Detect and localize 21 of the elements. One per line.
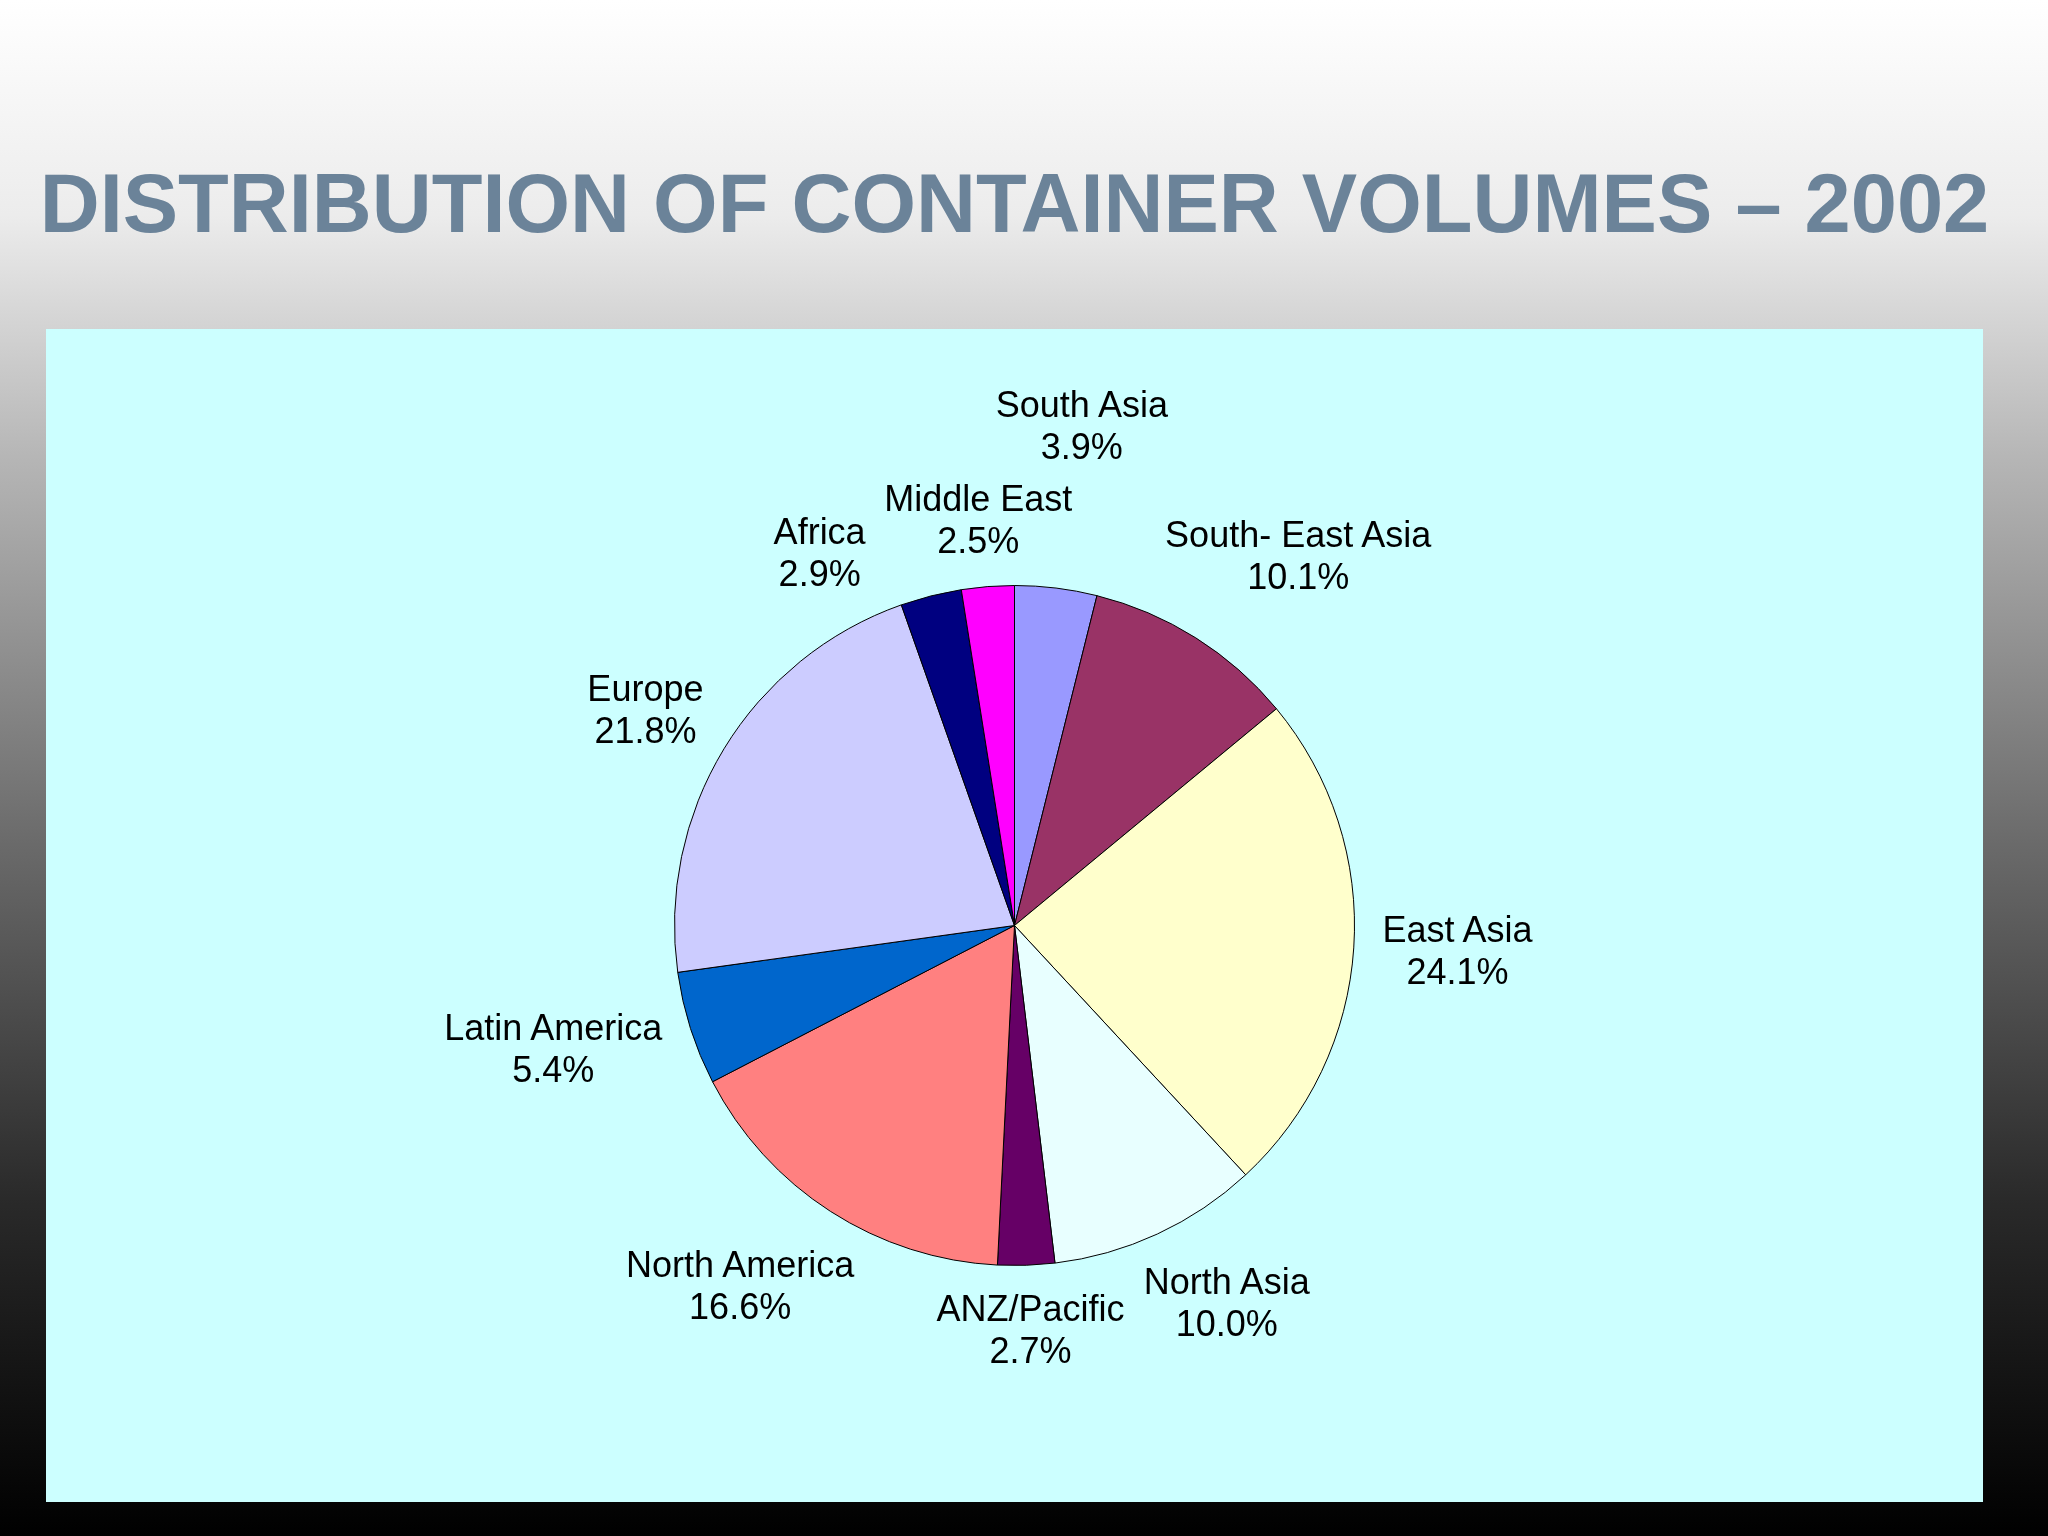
slice-label: Latin America xyxy=(444,1007,664,1049)
chart-title: DISTRIBUTION OF CONTAINER VOLUMES – 2002 xyxy=(39,156,1990,250)
data-label: 16.6% xyxy=(689,1286,792,1328)
slice-label: Africa xyxy=(773,510,867,552)
slice-label: South- East Asia xyxy=(1165,513,1433,555)
slice-label: South Asia xyxy=(995,384,1169,426)
data-label: 10.0% xyxy=(1175,1302,1278,1344)
data-label: 3.9% xyxy=(1040,426,1123,468)
slice-label: East Asia xyxy=(1382,909,1534,951)
data-label: 2.9% xyxy=(778,552,861,594)
slice-label: North America xyxy=(626,1244,856,1286)
slice-label: ANZ/Pacific xyxy=(936,1288,1125,1330)
data-label: 2.7% xyxy=(989,1330,1072,1372)
data-label: 21.8% xyxy=(594,710,697,752)
data-label: 10.1% xyxy=(1247,555,1350,597)
slice-label: Europe xyxy=(587,668,704,710)
slice-label: North Asia xyxy=(1143,1260,1311,1302)
data-label: 24.1% xyxy=(1406,951,1509,993)
data-label: 2.5% xyxy=(937,519,1020,561)
slice-label: Middle East xyxy=(884,477,1073,519)
data-label: 5.4% xyxy=(512,1049,595,1091)
